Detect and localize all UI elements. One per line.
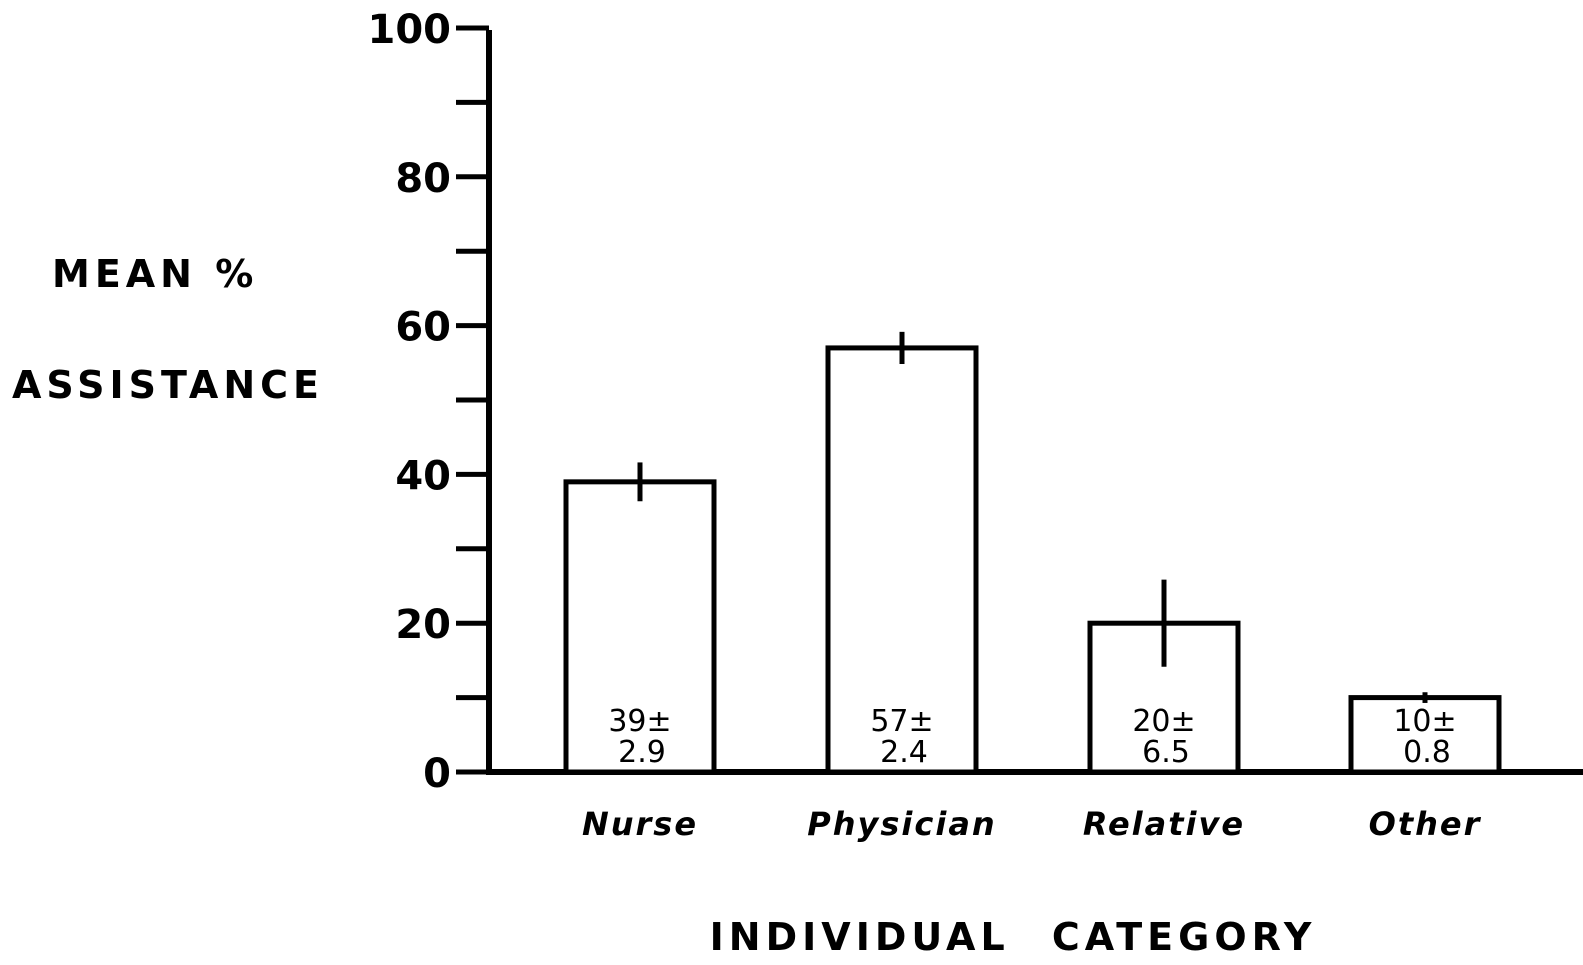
value-label-error: 2.4 — [880, 735, 928, 770]
x-tick-label: Nurse — [582, 805, 698, 843]
value-label-mean: 39± — [608, 704, 671, 739]
y-tick-label: 100 — [368, 7, 452, 53]
bar — [825, 345, 979, 775]
x-axis-title: INDIVIDUAL CATEGORY — [710, 915, 1317, 959]
x-tick-label: Physician — [807, 805, 996, 843]
value-label-mean: 10± — [1393, 704, 1456, 739]
y-ticks: 0 20 40 60 80 100 — [368, 7, 489, 797]
y-tick-label: 40 — [395, 453, 451, 499]
y-axis-title-line2: ASSISTANCE — [12, 363, 324, 407]
x-tick-label: Other — [1369, 805, 1482, 843]
bar — [1348, 695, 1502, 775]
y-axis-title-line1: MEAN % — [52, 252, 258, 296]
bars: 39±2.9 Nurse 57±2.4 Physician 20±6.5 Relative… — [563, 331, 1502, 843]
y-tick-label: 60 — [395, 305, 451, 351]
y-tick-label: 80 — [395, 156, 451, 202]
value-label-error: 6.5 — [1142, 735, 1190, 770]
y-tick-label: 20 — [395, 602, 451, 648]
y-tick-label: 0 — [423, 751, 451, 797]
value-label-mean: 57± — [870, 704, 933, 739]
value-label-error: 0.8 — [1403, 735, 1451, 770]
value-label-mean: 20± — [1132, 704, 1195, 739]
value-label-error: 2.9 — [618, 735, 666, 770]
bar — [563, 479, 717, 775]
x-tick-label: Relative — [1083, 805, 1245, 843]
